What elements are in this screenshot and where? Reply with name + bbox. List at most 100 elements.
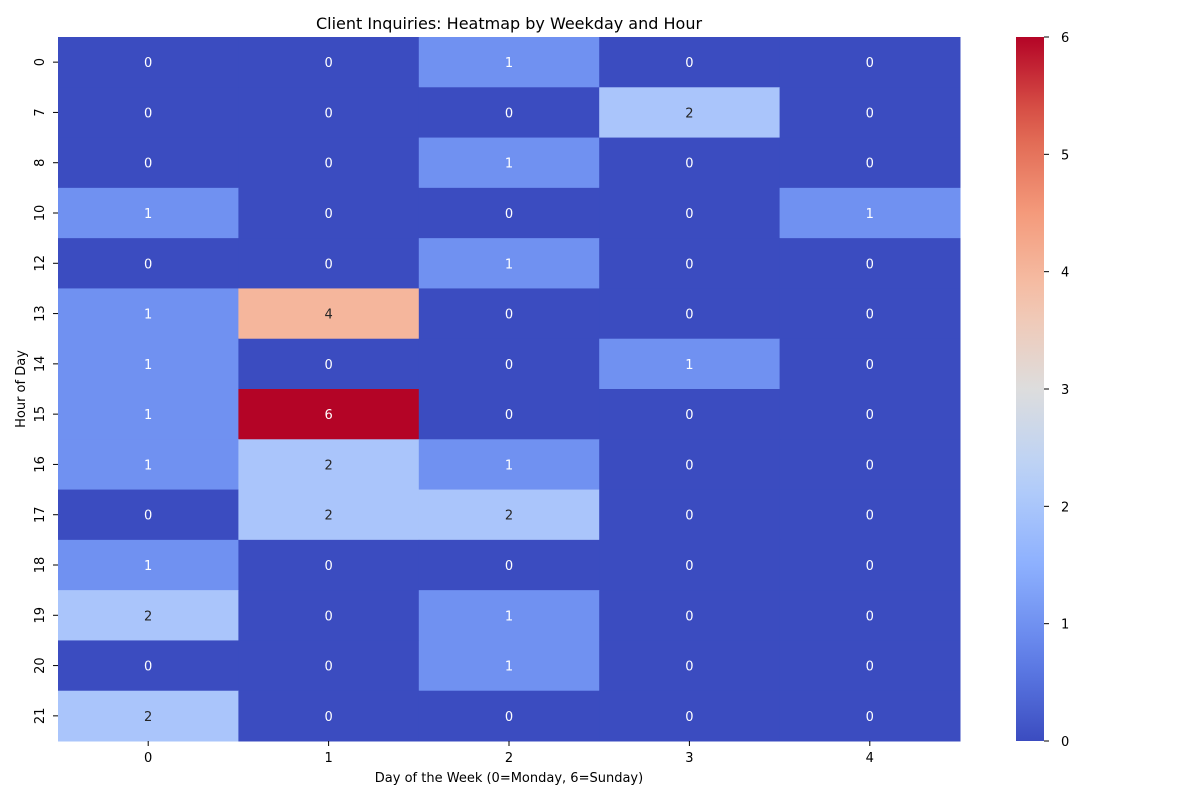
heatmap-cell xyxy=(238,590,420,641)
cell-value-label: 0 xyxy=(685,559,693,574)
heatmap-cell xyxy=(599,690,781,742)
cell-value-label: 0 xyxy=(866,509,874,524)
x-tick-label: 0 xyxy=(144,751,152,766)
heatmap-cell xyxy=(238,288,420,340)
colorbar-tick-label: 4 xyxy=(1061,266,1069,281)
heatmap-cell xyxy=(58,187,239,239)
colorbar-ticks: 0 1 2 3 4 5 6 xyxy=(1044,31,1069,750)
heatmap-cell xyxy=(599,288,781,340)
y-tick-label: 16 xyxy=(33,456,48,473)
heatmap-cell xyxy=(418,87,600,139)
cell-value-label: 0 xyxy=(144,157,152,172)
heatmap-cell xyxy=(599,439,781,491)
y-tick-label: 20 xyxy=(33,657,48,674)
cell-value-label: 2 xyxy=(324,509,332,524)
cell-value-label: 0 xyxy=(685,56,693,71)
heatmap-cell xyxy=(58,640,239,692)
y-tick-label: 18 xyxy=(33,557,48,574)
cell-value-label: 0 xyxy=(324,257,332,272)
cell-value-label: 0 xyxy=(505,106,513,121)
heatmap-cell xyxy=(238,87,420,139)
cell-value-label: 6 xyxy=(324,408,332,423)
x-tick-label: 3 xyxy=(685,751,693,766)
heatmap-cell xyxy=(599,539,781,591)
colorbar-tick-label: 2 xyxy=(1061,500,1069,515)
x-axis-label: Day of the Week (0=Monday, 6=Sunday) xyxy=(375,771,643,786)
cell-value-label: 0 xyxy=(866,257,874,272)
heatmap-cell xyxy=(238,640,420,692)
cell-value-label: 0 xyxy=(685,458,693,473)
cell-value-label: 1 xyxy=(505,157,513,172)
cell-value-label: 1 xyxy=(144,458,152,473)
heatmap-cell xyxy=(599,489,781,541)
heatmap-cell xyxy=(238,338,420,390)
y-tick-label: 19 xyxy=(33,607,48,624)
cell-value-label: 0 xyxy=(685,710,693,725)
heatmap-cell xyxy=(418,137,600,189)
cell-value-label: 1 xyxy=(144,207,152,222)
heatmap-cell xyxy=(418,288,600,340)
cell-value-label: 0 xyxy=(324,157,332,172)
y-tick-label: 17 xyxy=(33,506,48,523)
heatmap-cell xyxy=(58,87,239,139)
heatmap-cell xyxy=(418,439,600,491)
heatmap-cell xyxy=(238,137,420,189)
heatmap-cell xyxy=(418,489,600,541)
cell-value-label: 2 xyxy=(324,458,332,473)
cell-value-label: 0 xyxy=(505,207,513,222)
heatmap-cell xyxy=(779,439,961,491)
cell-value-label: 1 xyxy=(685,358,693,373)
y-axis-ticks: 0 7 8 10 12 13 14 15 16 17 18 19 20 21 xyxy=(33,58,58,724)
heatmap-cell xyxy=(58,137,239,189)
colorbar-tick-label: 6 xyxy=(1061,31,1069,46)
colorbar-tick-label: 0 xyxy=(1061,735,1069,750)
cell-value-label: 0 xyxy=(324,559,332,574)
cell-value-label: 0 xyxy=(144,660,152,675)
cell-value-label: 0 xyxy=(866,56,874,71)
heatmap-cell xyxy=(58,439,239,491)
y-tick-label: 7 xyxy=(33,108,48,116)
cell-value-label: 1 xyxy=(144,408,152,423)
cell-value-label: 0 xyxy=(324,609,332,624)
cell-value-label: 0 xyxy=(866,106,874,121)
cell-value-label: 0 xyxy=(685,609,693,624)
y-tick-label: 12 xyxy=(33,255,48,272)
heatmap-cell xyxy=(238,389,420,440)
cell-value-label: 0 xyxy=(144,257,152,272)
heatmap-cell xyxy=(238,489,420,541)
heatmap-cell xyxy=(599,238,781,289)
colorbar-tick-label: 1 xyxy=(1061,618,1069,633)
cell-value-label: 1 xyxy=(144,358,152,373)
cell-value-label: 0 xyxy=(324,710,332,725)
cell-value-label: 0 xyxy=(685,308,693,323)
y-tick-label: 14 xyxy=(33,356,48,373)
heatmap-cell xyxy=(418,640,600,692)
cell-value-label: 1 xyxy=(505,458,513,473)
cell-value-label: 0 xyxy=(866,308,874,323)
heatmap-cell xyxy=(779,690,961,742)
cell-value-label: 0 xyxy=(324,56,332,71)
x-axis-ticks: 0 1 2 3 4 xyxy=(144,741,874,766)
heatmap-cell xyxy=(599,590,781,641)
cell-value-label: 0 xyxy=(685,660,693,675)
cell-value-label: 0 xyxy=(685,408,693,423)
cell-value-label: 0 xyxy=(866,408,874,423)
cell-value-label: 0 xyxy=(324,207,332,222)
cell-value-label: 0 xyxy=(866,458,874,473)
y-tick-label: 13 xyxy=(33,305,48,322)
cell-value-label: 0 xyxy=(866,609,874,624)
heatmap-cell xyxy=(238,238,420,289)
x-tick-label: 4 xyxy=(866,751,874,766)
heatmap-cell xyxy=(779,389,961,440)
y-tick-label: 8 xyxy=(33,159,48,167)
cell-value-label: 1 xyxy=(866,207,874,222)
heatmap-cell xyxy=(58,338,239,390)
cell-value-label: 0 xyxy=(505,559,513,574)
cell-value-label: 0 xyxy=(866,358,874,373)
cell-value-label: 1 xyxy=(144,559,152,574)
heatmap-cell xyxy=(58,389,239,440)
cell-value-label: 0 xyxy=(685,509,693,524)
heatmap-cell xyxy=(779,37,961,88)
heatmap-cell xyxy=(58,37,239,88)
